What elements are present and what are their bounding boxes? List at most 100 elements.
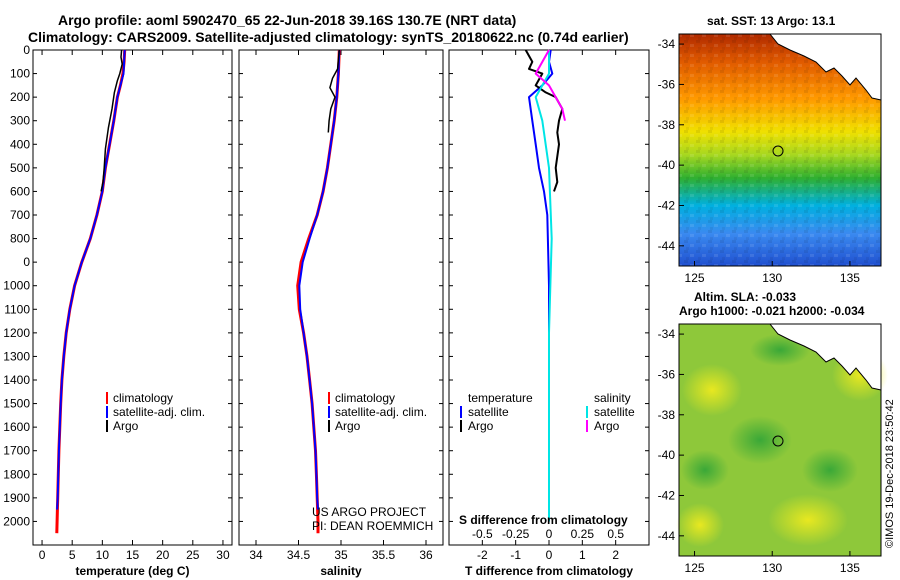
x-tick-label: 10 — [96, 548, 110, 562]
profile-plots: 0100200300400500600700800010001100120013… — [3, 43, 649, 578]
y-tick-label: 200 — [10, 90, 30, 104]
map-x-tick-label: 125 — [685, 561, 705, 575]
legend-swatch-climatology — [106, 392, 108, 404]
legend-satellite: satellite-adj. clim. — [335, 405, 427, 419]
salinity-legend: climatology satellite-adj. clim. Argo — [328, 391, 427, 433]
map-y-tick-label: -34 — [658, 37, 676, 51]
sst-land — [768, 33, 882, 101]
y-tick-label: 1700 — [3, 444, 30, 458]
series-line-satellite-adj-clim- — [56, 49, 126, 510]
map-y-tick-label: -40 — [658, 158, 676, 172]
sla-high-patch — [768, 494, 848, 546]
legend-t-argo: Argo — [468, 419, 494, 433]
salinity-annotation: US ARGO PROJECT PI: DEAN ROEMMICH — [312, 505, 433, 533]
y-tick-label: 2000 — [3, 514, 30, 528]
y-tick-label: 1000 — [3, 279, 30, 293]
x-tick-label: 35 — [334, 548, 348, 562]
legend-salinity-title: salinity — [594, 391, 631, 405]
sst-map-frame — [678, 33, 882, 267]
sla-low-patch — [728, 416, 792, 464]
s-tick-label: 0.5 — [607, 527, 624, 541]
sst-map-title: sat. SST: 13 Argo: 13.1 — [707, 14, 836, 28]
sla-map-title-line1: Altim. SLA: -0.033 — [694, 290, 796, 304]
s-tick-label: 0 — [546, 527, 553, 541]
map-x-tick-label: 125 — [685, 271, 705, 285]
salinity-panel-frame — [238, 49, 444, 546]
legend-climatology: climatology — [113, 391, 173, 405]
x-tick-label: 35.5 — [372, 548, 396, 562]
annotation-pi: PI: DEAN ROEMMICH — [312, 519, 433, 533]
legend-climatology: climatology — [335, 391, 395, 405]
temperature-panel-frame — [32, 49, 233, 546]
legend-argo: Argo — [113, 419, 139, 433]
sla-map-title-line2: Argo h1000: -0.021 h2000: -0.034 — [679, 304, 865, 318]
legend-s-satellite: satellite — [594, 405, 635, 419]
x-tick-label: 20 — [156, 548, 170, 562]
legend-temperature-title: temperature — [468, 391, 533, 405]
legend-swatch-climatology — [328, 392, 330, 404]
difference-legend: temperature satellite Argo salinity sate… — [460, 391, 635, 433]
y-tick-label: 1300 — [3, 349, 30, 363]
legend-swatch-satellite — [328, 406, 330, 418]
sst-float-marker — [772, 145, 784, 157]
x-axis-label: temperature (deg C) — [75, 564, 189, 578]
map-x-tick-label: 130 — [762, 561, 782, 575]
x-tick-label: -2 — [477, 548, 488, 562]
x-tick-label: 34 — [249, 548, 263, 562]
y-tick-label: 0 — [23, 43, 30, 57]
x-tick-label: 0 — [546, 548, 553, 562]
legend-swatch-satellite — [106, 406, 108, 418]
legend-swatch-t-argo — [460, 420, 462, 432]
map-y-tick-label: -42 — [658, 198, 676, 212]
s-tick-label: -0.5 — [472, 527, 493, 541]
legend-s-argo: Argo — [594, 419, 620, 433]
y-tick-label: 1500 — [3, 397, 30, 411]
x-tick-label: 15 — [126, 548, 140, 562]
y-tick-label: 1400 — [3, 373, 30, 387]
y-tick-label: 1900 — [3, 491, 30, 505]
y-tick-label: 1100 — [4, 302, 30, 316]
x-tick-label: 30 — [216, 548, 230, 562]
x-tick-label: 5 — [69, 548, 76, 562]
series-line-argo — [327, 49, 341, 133]
legend-satellite: satellite-adj. clim. — [113, 405, 205, 419]
x-tick-label: 34.5 — [287, 548, 311, 562]
x-axis-label: T difference from climatology — [465, 564, 633, 578]
y-tick-label: 400 — [10, 137, 30, 151]
legend-swatch-argo — [106, 420, 108, 432]
series-line-t-satellite — [528, 49, 554, 522]
legend-swatch-argo — [328, 420, 330, 432]
sst-map-axes: 125 130 135 -34 -36 -38 -40 -42 -44 — [658, 37, 861, 285]
sla-low-patch — [681, 450, 729, 490]
x-tick-label: 1 — [579, 548, 586, 562]
header-line2: Climatology: CARS2009. Satellite-adjuste… — [28, 29, 629, 45]
map-y-tick-label: -36 — [658, 367, 676, 381]
legend-swatch-s-satellite — [586, 406, 588, 418]
legend-argo: Argo — [335, 419, 361, 433]
temperature-legend: climatology satellite-adj. clim. Argo — [106, 391, 205, 433]
sla-map-frame — [678, 323, 882, 557]
map-y-tick-label: -40 — [658, 448, 676, 462]
sla-float-marker — [772, 435, 784, 447]
y-tick-label: 600 — [10, 184, 30, 198]
map-x-tick-label: 130 — [762, 271, 782, 285]
imos-timestamp: ©IMOS 19-Dec-2018 23:50:42 — [884, 399, 896, 548]
sla-low-patch — [802, 448, 858, 492]
x-tick-label: 36 — [419, 548, 433, 562]
sla-land — [768, 323, 882, 391]
y-tick-label: 100 — [10, 67, 30, 81]
annotation-project: US ARGO PROJECT — [312, 505, 427, 519]
map-y-tick-label: -36 — [658, 77, 676, 91]
map-x-tick-label: 135 — [840, 561, 860, 575]
y-tick-label: 1800 — [3, 467, 30, 481]
map-x-tick-label: 135 — [840, 271, 860, 285]
sla-high-patch — [682, 364, 742, 416]
x-tick-label: 2 — [612, 548, 619, 562]
series-line-t-argo — [524, 49, 564, 192]
y-tick-label: 1600 — [3, 420, 30, 434]
s-tick-label: 0.25 — [571, 527, 595, 541]
y-tick-label: 700 — [10, 208, 30, 222]
map-y-tick-label: -34 — [658, 327, 676, 341]
series-line-argo — [100, 49, 123, 192]
x-tick-label: 0 — [39, 548, 46, 562]
